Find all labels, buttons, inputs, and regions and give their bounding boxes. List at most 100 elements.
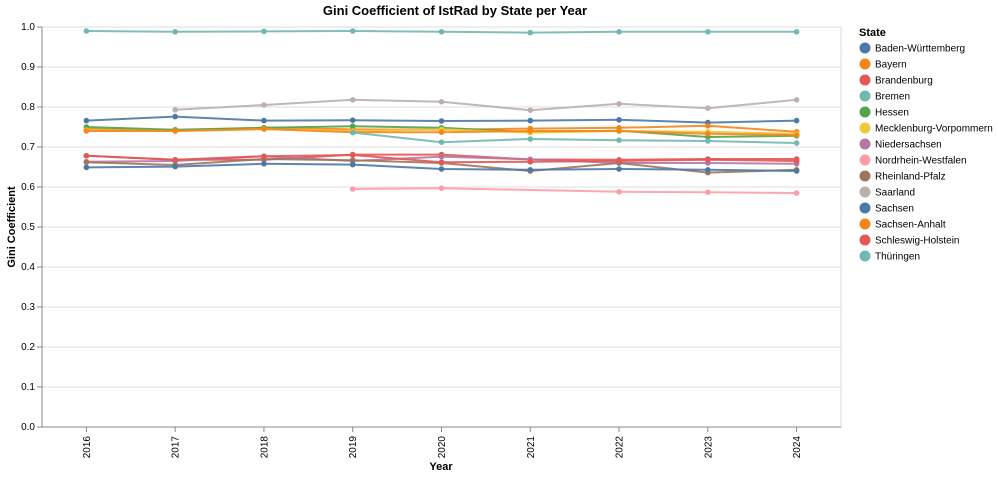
legend-swatch <box>859 234 871 246</box>
data-point-bremen <box>616 29 622 35</box>
data-point-nordrhein-westfalen <box>793 190 800 196</box>
data-point-hessen <box>349 123 356 129</box>
x-tick-label: 2018 <box>259 436 270 459</box>
x-tick-label: 2023 <box>703 436 714 459</box>
data-point-schleswig-holstein <box>349 152 356 158</box>
legend-swatch <box>859 154 871 166</box>
legend-label: Hessen <box>875 108 909 119</box>
data-point-th-ringen <box>793 140 800 146</box>
series-line-saarland <box>175 98 797 112</box>
data-point-niedersachsen <box>438 153 445 160</box>
data-point-bremen <box>349 28 356 34</box>
y-tick-label: 0.7 <box>21 142 35 153</box>
data-point-schleswig-holstein <box>172 157 178 163</box>
data-point-sachsen <box>705 167 711 173</box>
legend-label: Niedersachsen <box>875 140 942 151</box>
legend-swatch <box>859 90 871 102</box>
legend-swatch <box>859 106 871 118</box>
x-tick-label: 2021 <box>526 436 537 459</box>
axes: 0.0 0.1 0.2 0.3 0.4 0.5 0.6 0.7 0.8 0.9 1.0 2016 201… <box>21 22 841 458</box>
legend-label: Baden-Württemberg <box>875 44 965 55</box>
legend-label: Saarland <box>875 188 915 199</box>
data-point-sachsen <box>172 163 178 170</box>
y-tick-label: 0.9 <box>21 62 35 73</box>
data-point-saarland <box>261 102 267 108</box>
data-point-sachsen <box>527 167 534 173</box>
y-tick-label: 0.0 <box>21 422 35 433</box>
legend-label: Schleswig-Holstein <box>875 236 959 247</box>
legend-title: State <box>859 27 886 39</box>
data-point-baden-w-rttemberg <box>83 117 90 124</box>
legend-label: Thüringen <box>875 252 920 263</box>
data-point-bremen <box>172 29 178 35</box>
data-point-saarland <box>172 107 178 113</box>
legend-label: Mecklenburg-Vorpommern <box>875 124 993 135</box>
data-point-nordrhein-westfalen <box>438 185 445 191</box>
x-tick-label: 2016 <box>82 436 93 459</box>
data-point-sachsen-anhalt <box>527 128 534 134</box>
data-point-sachsen-anhalt <box>438 129 445 135</box>
data-point-schleswig-holstein <box>793 158 800 164</box>
data-point-bremen <box>705 29 711 35</box>
y-tick-label: 0.5 <box>21 222 35 233</box>
legend-swatch <box>859 122 871 134</box>
data-point-baden-w-rttemberg <box>261 117 267 124</box>
legend-swatch <box>859 186 871 198</box>
series-line-th-ringen <box>352 131 797 144</box>
data-point-bayern <box>705 123 711 129</box>
legend-swatch <box>859 250 871 262</box>
grid <box>42 26 842 428</box>
x-tick-label: 2022 <box>615 436 626 459</box>
data-point-sachsen <box>616 166 622 172</box>
data-point-sachsen-anhalt <box>261 126 267 132</box>
data-point-nordrhein-westfalen <box>705 189 711 195</box>
data-point-sachsen-anhalt <box>793 132 800 138</box>
legend-swatch <box>859 218 871 230</box>
y-tick-label: 0.4 <box>21 262 35 273</box>
legend-swatch <box>859 58 871 70</box>
legend-swatch <box>859 202 871 214</box>
legend-label: Nordrhein-Westfalen <box>875 156 967 167</box>
data-point-th-ringen <box>438 139 445 145</box>
data-point-bremen <box>438 29 445 35</box>
data-point-sachsen-anhalt <box>616 128 622 134</box>
data-point-saarland <box>793 97 800 103</box>
data-point-th-ringen <box>705 138 711 144</box>
legend-swatch <box>859 138 871 150</box>
data-point-schleswig-holstein <box>261 153 267 159</box>
data-point-schleswig-holstein <box>83 153 90 159</box>
data-point-saarland <box>349 97 356 103</box>
legend-swatch <box>859 74 871 86</box>
data-point-bremen <box>527 29 534 36</box>
data-point-saarland <box>705 105 711 111</box>
legend-label: Brandenburg <box>875 76 933 87</box>
data-point-sachsen-anhalt <box>83 128 90 134</box>
data-point-rheinland-pfalz <box>83 159 90 165</box>
y-axis-title: Gini Coefficient <box>6 186 18 268</box>
data-point-schleswig-holstein <box>527 159 534 165</box>
legend-label: Rheinland-Pfalz <box>875 172 946 183</box>
legend-label: Sachsen-Anhalt <box>875 220 946 231</box>
data-point-sachsen <box>83 164 90 171</box>
legend-label: Bayern <box>875 60 907 71</box>
legend-swatch <box>859 42 871 54</box>
data-point-saarland <box>616 101 622 107</box>
data-point-schleswig-holstein <box>705 157 711 163</box>
data-point-th-ringen <box>616 137 622 143</box>
series-line-nordrhein-westfalen <box>352 187 797 194</box>
data-point-sachsen-anhalt <box>705 131 711 137</box>
data-point-bremen <box>261 28 267 35</box>
y-tick-label: 0.3 <box>21 302 35 313</box>
chart-title: Gini Coefficient of IstRad by State per … <box>323 3 587 18</box>
data-point-bremen <box>793 29 800 35</box>
data-point-nordrhein-westfalen <box>616 189 622 195</box>
x-tick-label: 2019 <box>348 436 359 459</box>
series-points <box>83 28 800 196</box>
legend: State Baden-Württemberg Bayern Brandenburg… <box>859 27 993 263</box>
legend-swatch <box>859 170 871 182</box>
x-tick-label: 2017 <box>171 436 182 459</box>
data-point-baden-w-rttemberg <box>527 117 534 124</box>
data-point-baden-w-rttemberg <box>793 117 800 124</box>
